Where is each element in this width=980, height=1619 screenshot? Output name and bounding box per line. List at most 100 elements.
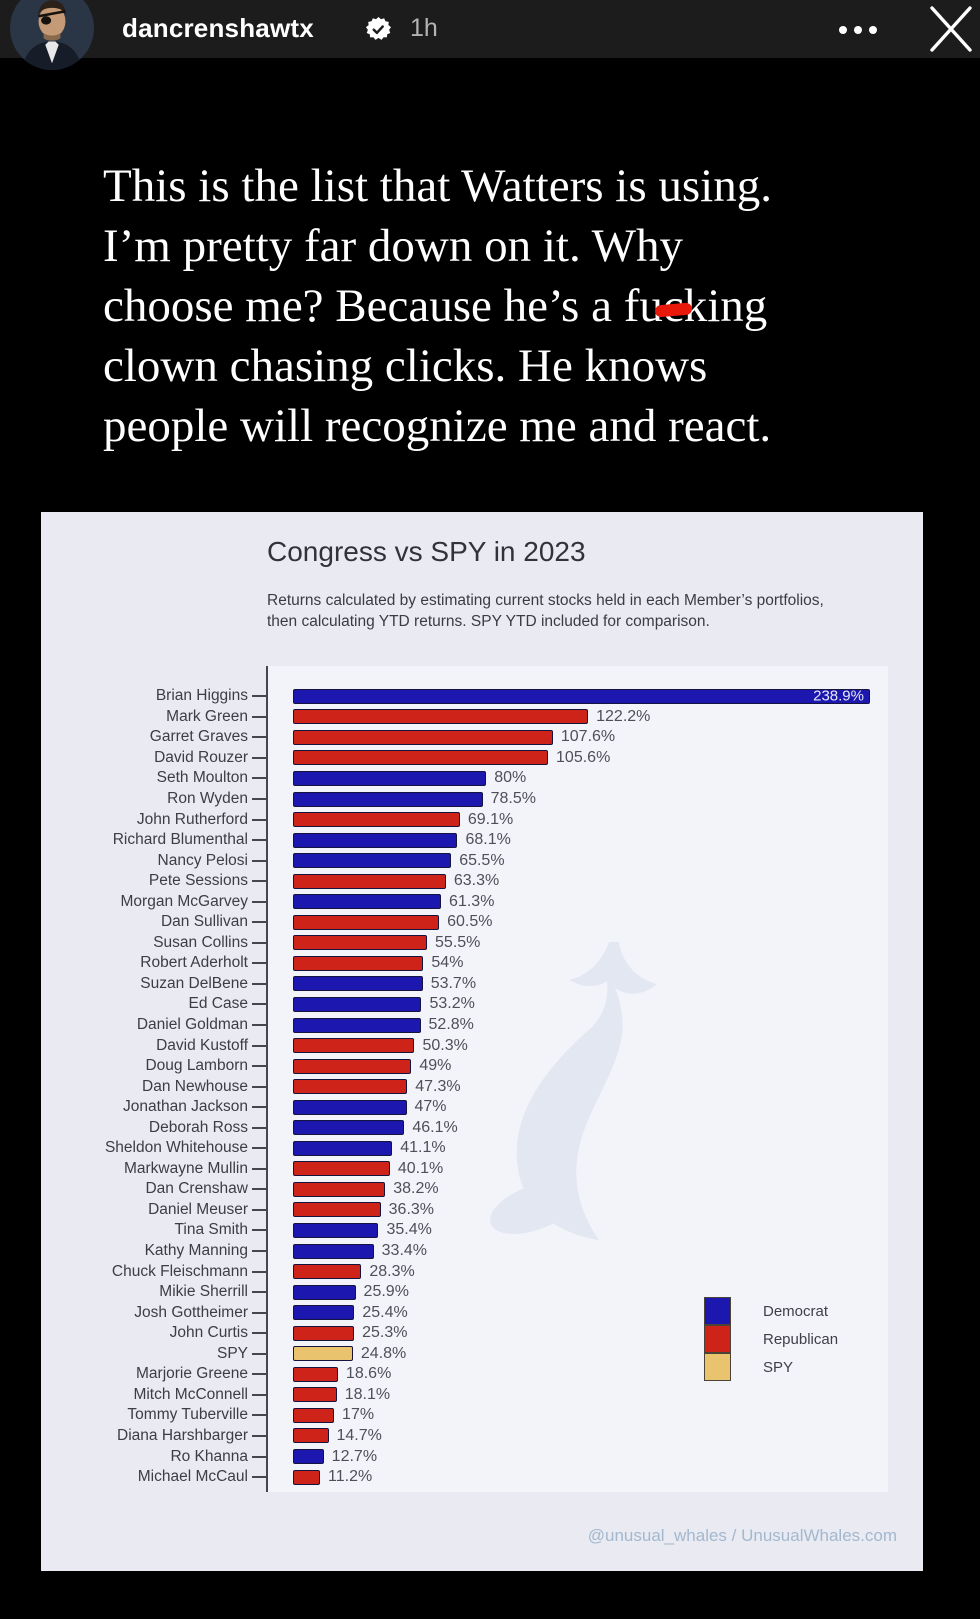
axis-tick bbox=[252, 1229, 266, 1232]
bar bbox=[293, 1407, 335, 1423]
member-name: Robert Aderholt bbox=[140, 954, 248, 972]
bar-row: Dan Sullivan 60.5% bbox=[41, 912, 923, 933]
bar-value: 65.5% bbox=[459, 851, 505, 869]
bar-row: Richard Blumenthal 68.1% bbox=[41, 830, 923, 851]
bar-value: 35.4% bbox=[386, 1221, 432, 1239]
username[interactable]: dancrenshawtx bbox=[122, 13, 314, 43]
bar bbox=[293, 1346, 353, 1362]
story-text: This is the list that Watters is using. … bbox=[103, 156, 953, 456]
bar-value: 11.2% bbox=[328, 1468, 373, 1486]
member-name: Brian Higgins bbox=[155, 687, 248, 705]
bar-row: David Rouzer 105.6% bbox=[41, 748, 923, 769]
more-options-button[interactable] bbox=[832, 18, 884, 42]
axis-tick bbox=[252, 1250, 266, 1253]
bar-value: 52.8% bbox=[428, 1016, 474, 1034]
member-name: Daniel Goldman bbox=[136, 1016, 248, 1034]
story-text-line: This is the list that Watters is using. bbox=[103, 160, 772, 212]
bar-row: Robert Aderholt 54% bbox=[41, 953, 923, 974]
bar: 238.9% bbox=[293, 687, 870, 705]
bar-row: Markwayne Mullin 40.1% bbox=[41, 1159, 923, 1180]
avatar[interactable] bbox=[10, 0, 94, 70]
axis-tick bbox=[252, 1126, 266, 1129]
bar-row: Mark Green 122.2% bbox=[41, 707, 923, 728]
bar-value: 238.9% bbox=[813, 687, 864, 705]
bar-row: Deborah Ross 46.1% bbox=[41, 1117, 923, 1138]
close-icon bbox=[930, 6, 972, 52]
bar bbox=[293, 894, 442, 910]
story-text-line: people will recognize me and react. bbox=[103, 400, 772, 452]
bar bbox=[293, 1120, 405, 1136]
legend-swatch bbox=[704, 1325, 731, 1353]
bar-value: 50.3% bbox=[422, 1036, 468, 1054]
axis-tick bbox=[252, 1311, 266, 1314]
bar-row: Suzan DelBene 53.7% bbox=[41, 974, 923, 995]
member-name: Daniel Meuser bbox=[148, 1200, 248, 1218]
bar-row: John Curtis 25.3% bbox=[41, 1323, 923, 1344]
bar-row: Kathy Manning 33.4% bbox=[41, 1241, 923, 1262]
member-name: Dan Newhouse bbox=[142, 1077, 248, 1095]
axis-tick bbox=[252, 839, 266, 842]
member-name: John Curtis bbox=[169, 1324, 248, 1342]
bar-value: 47.3% bbox=[415, 1077, 461, 1095]
member-name: SPY bbox=[216, 1344, 248, 1362]
bar-row: Daniel Meuser 36.3% bbox=[41, 1200, 923, 1221]
axis-tick bbox=[252, 859, 266, 862]
bar-value: 33.4% bbox=[381, 1242, 428, 1260]
bar-value: 36.3% bbox=[388, 1200, 435, 1218]
bar bbox=[293, 914, 440, 930]
bar-value: 12.7% bbox=[331, 1447, 378, 1465]
member-name: Josh Gottheimer bbox=[134, 1303, 248, 1321]
bar-value: 25.9% bbox=[363, 1283, 409, 1301]
bar-row: Daniel Goldman 52.8% bbox=[41, 1015, 923, 1036]
member-name: Suzan DelBene bbox=[140, 974, 248, 992]
bar-row: Ro Khanna 12.7% bbox=[41, 1446, 923, 1467]
chart-title: Congress vs SPY in 2023 bbox=[267, 536, 586, 567]
member-name: David Rouzer bbox=[154, 748, 248, 766]
member-name: Nancy Pelosi bbox=[157, 851, 248, 869]
bar bbox=[293, 1181, 386, 1197]
bar bbox=[293, 1387, 337, 1403]
legend-swatch bbox=[704, 1353, 731, 1381]
member-name: Sheldon Whitehouse bbox=[104, 1139, 248, 1157]
member-name: Tommy Tuberville bbox=[127, 1406, 248, 1424]
close-button[interactable] bbox=[924, 2, 976, 54]
bar-value: 25.4% bbox=[362, 1303, 408, 1321]
bar bbox=[293, 729, 553, 745]
bar-value: 18.6% bbox=[345, 1365, 392, 1383]
bar-value: 46.1% bbox=[412, 1118, 458, 1136]
bar-value: 122.2% bbox=[596, 707, 651, 725]
bar bbox=[293, 1038, 415, 1054]
bar-value: 17% bbox=[342, 1406, 375, 1424]
axis-tick bbox=[252, 1455, 266, 1458]
member-name: Diana Harshbarger bbox=[117, 1426, 248, 1444]
bar bbox=[293, 1284, 356, 1300]
axis-tick bbox=[252, 1373, 266, 1376]
axis-tick bbox=[252, 1065, 266, 1068]
axis-tick bbox=[252, 1291, 266, 1294]
axis-tick bbox=[252, 1024, 266, 1027]
axis-tick bbox=[252, 921, 266, 924]
member-name: Chuck Fleischmann bbox=[111, 1262, 248, 1280]
bar-row: Diana Harshbarger 14.7% bbox=[41, 1426, 923, 1447]
bar-row: Dan Newhouse 47.3% bbox=[41, 1076, 923, 1097]
bar-value: 53.7% bbox=[430, 974, 477, 992]
bar bbox=[293, 770, 487, 786]
story-text-line: choose me? Because he’s a fucking bbox=[103, 276, 953, 336]
bar bbox=[293, 1222, 379, 1238]
member-name: Pete Sessions bbox=[148, 872, 248, 890]
axis-tick bbox=[252, 1044, 266, 1047]
bar bbox=[293, 996, 422, 1012]
bar-row: Nancy Pelosi 65.5% bbox=[41, 850, 923, 871]
bar-row: Brian Higgins 238.9% bbox=[41, 686, 923, 707]
bar bbox=[293, 873, 446, 889]
bar bbox=[293, 1099, 407, 1115]
story-header bbox=[0, 0, 980, 58]
axis-tick bbox=[252, 1434, 266, 1437]
bar-value: 47% bbox=[414, 1098, 447, 1116]
bar-row: Tina Smith 35.4% bbox=[41, 1220, 923, 1241]
chart-image: Congress vs SPY in 2023 Returns calculat… bbox=[41, 512, 923, 1571]
axis-tick bbox=[252, 1085, 266, 1088]
bar-row: SPY 24.8% bbox=[41, 1344, 923, 1365]
bar-value: 68.1% bbox=[465, 831, 511, 849]
bar-row: Mitch McConnell 18.1% bbox=[41, 1385, 923, 1406]
